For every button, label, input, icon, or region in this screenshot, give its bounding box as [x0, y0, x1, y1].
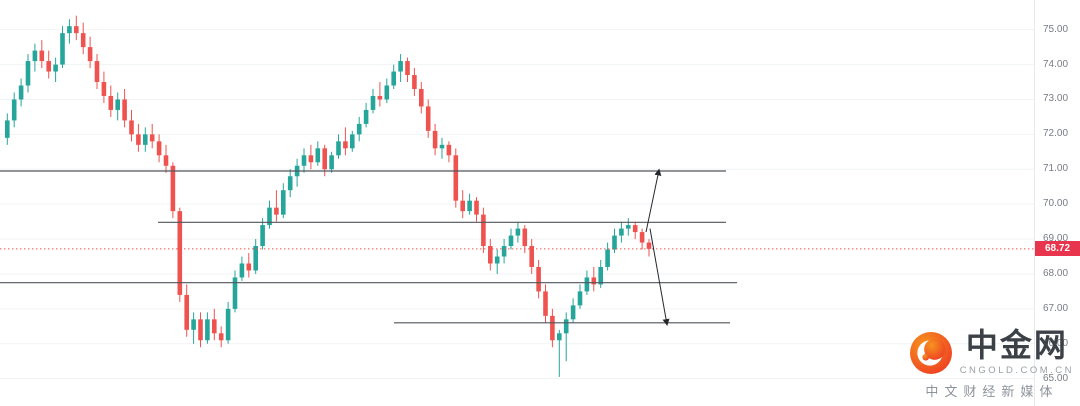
watermark-brand: 中金网 [965, 327, 1068, 364]
chart-svg [0, 15, 1035, 380]
candles [5, 15, 652, 377]
price-axis-tick: 75.00 [1043, 23, 1069, 35]
scenario-arrow-down[interactable] [649, 228, 670, 327]
price-axis-tick: 68.00 [1043, 267, 1069, 279]
price-axis-tick: 72.00 [1043, 128, 1069, 140]
gridlines [0, 29, 1035, 380]
scenario-arrow-up[interactable] [645, 168, 662, 233]
cngold-watermark: 中金网 CNGOLD.COM.CN 中文财经新媒体 [909, 327, 1074, 400]
candlestick-chart-canvas[interactable] [0, 0, 1035, 406]
price-axis-tick: 66.00 [1043, 337, 1069, 349]
cngold-logo-icon [909, 331, 952, 374]
price-axis-tick: 67.00 [1043, 302, 1069, 314]
price-axis-tick: 71.00 [1043, 163, 1069, 175]
price-axis-tick: 65.00 [1043, 372, 1069, 384]
price-axis-tick: 74.00 [1043, 58, 1069, 70]
last-price-tag: 68.72 [1035, 241, 1080, 257]
price-axis[interactable]: 68.72 75.00 74.00 73.00 72.00 71.00 70.00 69.0… [1034, 0, 1080, 406]
watermark-domain: CNGOLD.COM.CN [959, 365, 1074, 376]
price-axis-tick: 70.00 [1043, 198, 1069, 210]
price-axis-tick: 73.00 [1043, 93, 1069, 105]
price-axis-tick: 69.00 [1043, 233, 1069, 245]
watermark-tagline: 中文财经新媒体 [925, 384, 1059, 399]
